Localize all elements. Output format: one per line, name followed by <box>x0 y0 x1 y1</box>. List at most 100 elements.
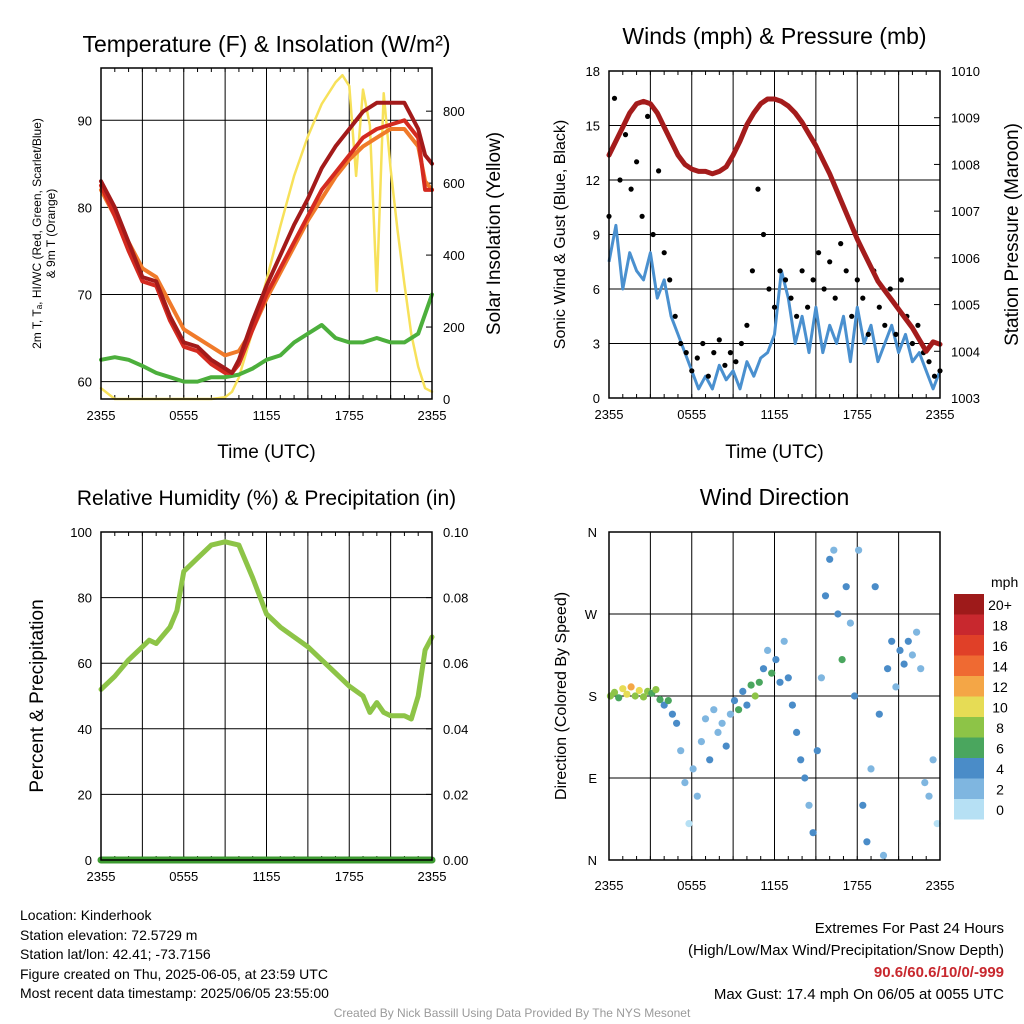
legend-swatch <box>954 737 984 758</box>
panel4-direction-point <box>809 829 817 837</box>
panel4-direction-point <box>908 651 917 659</box>
panel1-x-tick-label: 2355 <box>87 408 116 423</box>
extremes-info: Extremes For Past 24 Hours (High/Low/Max… <box>688 918 1004 1006</box>
latlon-text: Station lat/lon: 42.41; -73.7156 <box>20 946 211 962</box>
legend-swatch <box>954 758 984 779</box>
panel2-y2-tick-label: 1007 <box>951 204 980 219</box>
panel4-direction-point <box>855 546 863 554</box>
panel1-y2-tick-label: 800 <box>443 104 465 119</box>
panel3-x-tick-label: 2355 <box>87 869 116 884</box>
panel2-x-tick-label: 0555 <box>677 407 706 422</box>
panel4-direction-point <box>904 637 912 645</box>
panel2-x-tick-label: 1155 <box>761 407 789 422</box>
legend-label: 12 <box>992 679 1008 695</box>
legend-label: 16 <box>992 638 1008 654</box>
panel2-gust-point <box>882 322 888 328</box>
panel4-direction-point <box>639 693 648 701</box>
panel3-y2-tick-label: 0.00 <box>443 853 468 868</box>
panel2-y2-tick-label: 1008 <box>951 157 980 172</box>
panel4-direction-point <box>664 697 672 705</box>
panel4-direction-point <box>801 774 809 782</box>
panel2-gust-point <box>766 286 772 292</box>
panel4-direction-point <box>673 719 681 727</box>
panel3-title: Relative Humidity (%) & Precipitation (i… <box>77 487 456 510</box>
panel4-x-tick-label: 2355 <box>595 878 624 893</box>
panel2-x-axis-label: Time (UTC) <box>725 442 824 463</box>
panel4-x-tick-label: 1755 <box>843 878 872 893</box>
panel2-gust-point <box>838 241 844 247</box>
panel4-direction-point <box>652 686 660 694</box>
panel2-y2-tick-label: 1003 <box>951 391 980 406</box>
panel4-y-axis-label: Direction (Colored By Speed) <box>553 592 570 800</box>
panel3-y2-tick-label: 0.10 <box>443 525 468 540</box>
panel4-direction-point <box>913 628 921 636</box>
panel2-gust-point <box>661 250 667 256</box>
panel4-direction-point <box>735 706 743 714</box>
panel2-gust-point <box>849 313 855 319</box>
panel2-gust-point <box>777 268 783 274</box>
panel2-gust-point <box>639 213 645 219</box>
panel3-y-tick-label: 20 <box>78 787 92 802</box>
panel4-direction-point <box>677 747 685 755</box>
panel4-direction-point <box>706 756 714 764</box>
panel2-gust-point <box>634 159 640 165</box>
panel4-direction-point <box>929 756 937 764</box>
panel3-y2-tick-label: 0.02 <box>443 787 468 802</box>
legend-label: 18 <box>992 618 1008 634</box>
panel4-direction-point <box>834 610 842 618</box>
legend-title: mph <box>991 574 1018 590</box>
panel1-series-9m-t <box>99 127 434 358</box>
panel2-y-axis-label: Sonic Wind & Gust (Blue, Black) <box>552 120 569 349</box>
panel1-y-axis-label-line1: 2m T, Tₐ, HI/WC (Red, Green, Scarlet/Blu… <box>30 118 44 349</box>
panel2-gust-point <box>782 277 789 283</box>
panel2-gust-point <box>760 231 767 238</box>
panel2-y-tick-label: 15 <box>586 119 600 134</box>
created-text: Figure created on Thu, 2025-06-05, at 23… <box>20 965 328 982</box>
panel4-direction-point <box>838 656 846 664</box>
panel4-direction-point <box>755 678 763 686</box>
panel3-x-tick-label: 1755 <box>335 869 364 884</box>
legend-swatch <box>954 594 984 615</box>
panel3-plot-border <box>100 531 433 861</box>
max-gust-text: Max Gust: 17.4 mph On 06/05 at 0055 UTC <box>713 986 1004 1003</box>
legend-swatch <box>954 778 984 799</box>
panel1-y2-axis-label: Solar Insolation (Yellow) <box>484 132 505 335</box>
panel2-y-tick-label: 3 <box>593 337 600 352</box>
panel2-y-tick-label: 0 <box>593 391 600 406</box>
panel4-title: Wind Direction <box>700 484 850 510</box>
panel2-gust-point <box>617 177 623 183</box>
panel3-y-tick-label: 100 <box>70 525 92 540</box>
panel4-direction-point <box>863 838 871 846</box>
panel2-plot-border <box>608 70 941 399</box>
legend-swatch <box>954 799 984 820</box>
panel1-series-td <box>99 292 434 384</box>
panel4-direction-point <box>821 592 830 600</box>
legend-label: 6 <box>996 741 1004 757</box>
panel4-direction-point <box>693 792 701 800</box>
panel3-x-tick-label: 0555 <box>169 869 198 884</box>
panel2-gust-point <box>645 113 651 119</box>
panel2-y2-axis-label: Station Pressure (Maroon) <box>1002 123 1023 346</box>
panel2-gust-point <box>805 304 811 310</box>
panel1-x-tick-label: 1155 <box>253 408 281 423</box>
panel4-direction-point <box>685 820 693 828</box>
panel2-gust-point <box>744 322 750 328</box>
panel3-x-tick-label: 2355 <box>418 869 447 884</box>
panel1-y-axis-label-line2: & 9m T (Orange) <box>44 189 58 279</box>
panel2-gust-point <box>722 362 728 368</box>
panel4-direction-point <box>776 678 784 686</box>
panel4-direction-point <box>888 637 896 645</box>
panel2-gust-point <box>821 286 827 292</box>
panel2-title: Winds (mph) & Pressure (mb) <box>622 23 926 49</box>
panel2-gust-point <box>611 95 618 101</box>
panel4-direction-point <box>793 728 801 737</box>
panel2-gust-point <box>865 331 871 337</box>
panel4-direction-point <box>615 694 623 702</box>
panel2-y-tick-label: 9 <box>593 228 600 243</box>
panel4-direction-point <box>610 688 619 697</box>
legend-label: 10 <box>992 700 1008 716</box>
panel2-y2-tick-label: 1009 <box>951 111 980 126</box>
panel2-gust-point <box>876 304 882 310</box>
panel4-direction-point <box>697 738 706 746</box>
